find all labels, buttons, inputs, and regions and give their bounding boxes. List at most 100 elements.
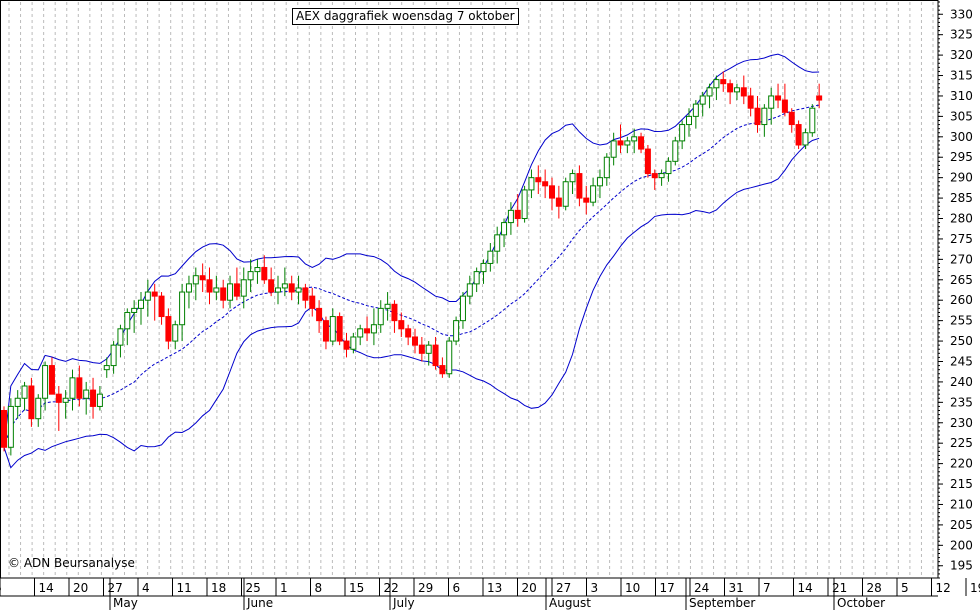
month-label: July xyxy=(392,596,415,610)
candle-body xyxy=(62,397,69,403)
candle-body xyxy=(418,344,425,354)
candle-body xyxy=(569,173,576,183)
y-tick-label: 205 xyxy=(950,518,973,532)
x-tick-label: 31 xyxy=(729,581,744,595)
y-tick-label: 265 xyxy=(950,273,973,287)
candle-body xyxy=(446,340,453,375)
y-tick-label: 325 xyxy=(950,28,973,42)
candle-body xyxy=(213,287,220,293)
candle-body xyxy=(501,222,508,236)
candle-body xyxy=(350,336,357,350)
x-tick-label: 17 xyxy=(660,581,675,595)
x-tick-label: 13 xyxy=(487,581,502,595)
x-tick-label: 6 xyxy=(0,581,2,595)
candle-body xyxy=(268,279,275,293)
candle-body xyxy=(699,95,706,105)
candle-body xyxy=(28,385,35,420)
x-tick-label: 14 xyxy=(39,581,54,595)
x-tick-label: 20 xyxy=(522,581,537,595)
candle-body xyxy=(384,303,391,309)
candle-body xyxy=(644,148,651,175)
candle-body xyxy=(549,185,555,199)
candle-body xyxy=(412,336,418,346)
candle-body xyxy=(165,316,172,342)
candle-body xyxy=(507,209,514,224)
candle-body xyxy=(747,95,754,109)
y-tick-label: 280 xyxy=(950,212,973,226)
candle-body xyxy=(432,344,439,367)
candle-body xyxy=(233,283,240,297)
candle-body xyxy=(343,340,350,350)
y-tick-label: 230 xyxy=(950,416,973,430)
candle-body xyxy=(425,344,432,354)
candle-body xyxy=(658,173,665,179)
x-tick-label: 14 xyxy=(798,581,813,595)
x-tick-label: 3 xyxy=(591,581,599,595)
y-tick-label: 255 xyxy=(950,314,973,328)
candle-body xyxy=(480,262,487,273)
candle-body xyxy=(48,365,55,395)
candle-body xyxy=(583,197,590,203)
candle-body xyxy=(103,365,110,371)
candle-body xyxy=(788,111,795,126)
candle-body xyxy=(514,209,521,220)
candle-body xyxy=(131,307,138,313)
x-tick-label: 29 xyxy=(418,581,433,595)
candle-body xyxy=(295,287,302,293)
candle-body xyxy=(733,87,740,93)
candle-body xyxy=(302,287,309,301)
candle-body xyxy=(42,365,49,399)
candle-body xyxy=(199,275,206,281)
y-tick-label: 210 xyxy=(950,497,973,511)
x-tick-label: 1 xyxy=(280,581,288,595)
month-label: May xyxy=(113,596,138,610)
candle-body xyxy=(83,389,90,399)
x-tick-label: 10 xyxy=(625,581,640,595)
y-tick-label: 275 xyxy=(950,232,973,246)
candle-body xyxy=(727,83,734,93)
candle-body xyxy=(138,299,144,309)
candle-body xyxy=(370,324,377,334)
x-tick-label: 4 xyxy=(142,581,150,595)
candle-body xyxy=(459,295,466,322)
candle-body xyxy=(261,267,268,281)
candle-body xyxy=(14,397,21,407)
candle-body xyxy=(686,115,692,126)
candle-body xyxy=(576,173,583,199)
candle-body xyxy=(240,279,247,297)
y-tick-label: 200 xyxy=(950,538,973,552)
x-tick-label: 27 xyxy=(556,581,571,595)
x-tick-label: 7 xyxy=(763,581,771,595)
x-tick-label: 18 xyxy=(211,581,226,595)
candle-body xyxy=(275,287,281,293)
candle-body xyxy=(555,197,562,207)
candle-body xyxy=(768,95,775,109)
y-tick-label: 305 xyxy=(950,109,973,123)
x-tick-label: 11 xyxy=(177,581,192,595)
candle-body xyxy=(357,328,364,338)
x-tick-label: 19 xyxy=(970,581,980,595)
y-tick-label: 260 xyxy=(950,293,973,307)
candle-body xyxy=(316,307,323,322)
candle-body xyxy=(220,287,227,301)
month-label: June xyxy=(246,596,273,610)
candle-body xyxy=(535,177,542,183)
chart-title: AEX daggrafiek woensdag 7 oktober xyxy=(292,8,519,25)
candle-body xyxy=(227,283,234,301)
y-tick-label: 295 xyxy=(950,150,973,164)
y-tick-label: 315 xyxy=(950,69,973,83)
candle-body xyxy=(617,140,624,146)
candle-body xyxy=(336,316,343,342)
candle-body xyxy=(706,87,713,97)
candle-body xyxy=(754,107,761,126)
candle-body xyxy=(21,385,28,399)
candle-body xyxy=(144,291,151,301)
candle-body xyxy=(322,320,329,342)
candle-body xyxy=(795,124,802,146)
candle-body xyxy=(405,328,412,338)
x-tick-label: 21 xyxy=(832,581,847,595)
candle-body xyxy=(247,271,254,281)
candle-body xyxy=(96,393,103,407)
